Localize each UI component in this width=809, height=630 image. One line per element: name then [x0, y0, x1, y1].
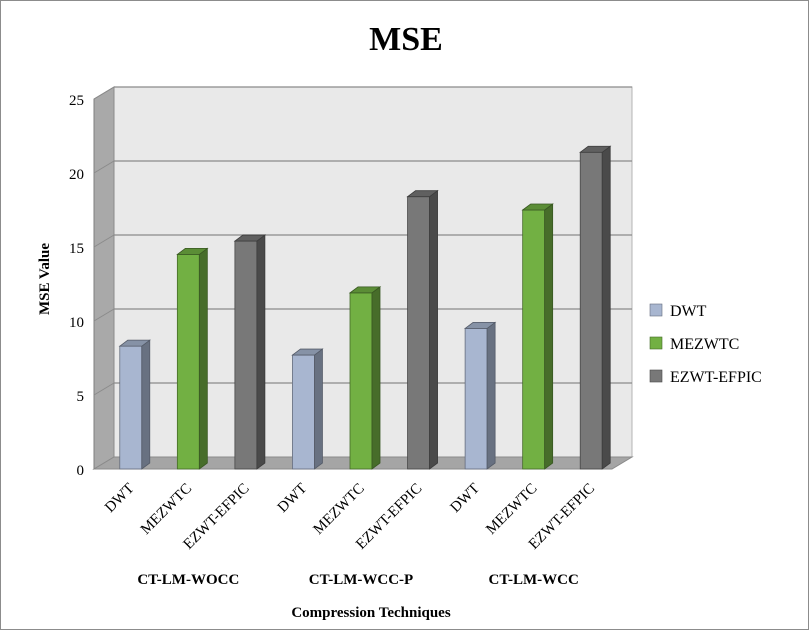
chart-title: MSE [369, 21, 443, 58]
gridline-diag [93, 382, 115, 396]
y-tick-label: 5 [77, 389, 85, 405]
bar-front [407, 196, 430, 470]
bar-top [176, 247, 209, 255]
bar [463, 321, 497, 470]
legend: DWT MEZWTC EZWT-EFPIC [649, 303, 762, 386]
bar-front [176, 253, 200, 470]
bar-top [406, 190, 439, 198]
x-tick-label: DWT [275, 481, 310, 516]
side-wall [93, 86, 115, 470]
bar [291, 348, 324, 470]
group-label: CT-LM-WCC [489, 572, 579, 588]
y-tick-labels: 0 5 10 15 20 25 [69, 93, 84, 479]
group-labels: CT-LM-WOCC CT-LM-WCC-P CT-LM-WCC [137, 572, 578, 588]
bar-front [292, 354, 315, 470]
bar-front [119, 345, 143, 470]
y-axis-label: MSE Value [37, 243, 53, 315]
gridline-diag [93, 160, 115, 174]
bar-side [544, 203, 554, 470]
bar [233, 234, 267, 470]
bar-side [601, 145, 611, 470]
y-tick-label: 0 [77, 463, 85, 479]
bar [348, 286, 382, 470]
legend-swatch [649, 303, 663, 317]
x-tick-label: DWT [102, 481, 137, 516]
bar-top [291, 348, 324, 356]
legend-swatch [649, 336, 663, 350]
bar-side [198, 247, 208, 470]
bar-front [579, 151, 603, 470]
bar-side [314, 348, 323, 470]
legend-item: MEZWTC [649, 336, 739, 353]
legend-label: DWT [670, 303, 707, 320]
group-label: CT-LM-WOCC [137, 572, 239, 588]
bar [176, 247, 209, 470]
bar-front [464, 327, 488, 470]
bar-top [579, 145, 612, 153]
bar-top [463, 321, 497, 329]
y-tick-label: 25 [69, 93, 84, 109]
group-label: CT-LM-WCC-P [309, 572, 413, 588]
bar-top [521, 203, 554, 211]
x-axis-label: Compression Techniques [291, 605, 451, 621]
bar-top [233, 234, 267, 242]
legend-swatch [649, 369, 663, 383]
bar [406, 189, 439, 470]
gridline-diag [93, 234, 115, 248]
x-tick-label: MEZWTC [311, 481, 368, 538]
bar-side [429, 189, 438, 470]
bar [579, 145, 612, 470]
bar-top [348, 286, 382, 294]
bar-side [486, 321, 496, 470]
bar-front [234, 240, 258, 470]
legend-item: DWT [649, 303, 707, 320]
bar-side [371, 286, 381, 470]
bars [118, 145, 612, 470]
gridline-diag [93, 308, 115, 322]
x-tick-label: MEZWTC [483, 481, 540, 538]
legend-item: EZWT-EFPIC [649, 369, 762, 386]
legend-label: EZWT-EFPIC [670, 369, 762, 386]
bar-front [349, 292, 373, 470]
x-tick-label: MEZWTC [138, 481, 195, 538]
bar-top [118, 339, 151, 347]
bar [118, 339, 151, 470]
bar-side [141, 339, 151, 470]
bar [521, 203, 554, 470]
y-tick-label: 20 [69, 167, 84, 183]
bar-front [522, 209, 546, 470]
legend-label: MEZWTC [670, 336, 739, 353]
gridline-diag [93, 86, 115, 100]
y-tick-label: 15 [69, 241, 84, 257]
x-tick-label: DWT [447, 481, 482, 516]
bar-side [256, 234, 266, 470]
y-tick-label: 10 [69, 315, 84, 331]
